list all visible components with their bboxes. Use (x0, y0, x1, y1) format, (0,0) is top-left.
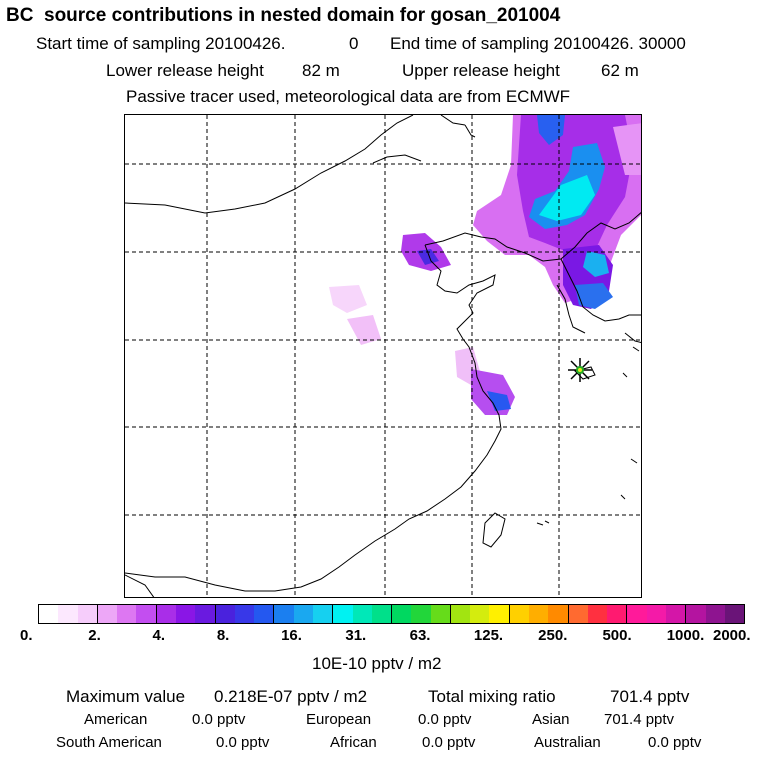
lower-release-value: 82 m (302, 61, 340, 80)
shanghai-blob-core (487, 391, 511, 411)
region-name: Asian (532, 711, 570, 728)
colorbar-segment (333, 605, 353, 623)
colorbar-segment (509, 605, 530, 623)
region-value: 0.0 pptv (418, 711, 472, 728)
colorbar-segment (489, 605, 510, 623)
colorbar-tick-label: 8. (216, 627, 230, 644)
max-value-label: Maximum value (66, 687, 186, 706)
total-mixing-value: 701.4 pptv (610, 687, 690, 706)
colorbar-tick-label: 4. (152, 627, 166, 644)
region-name: European (306, 711, 372, 728)
colorbar-segment (77, 605, 98, 623)
region-value: 0.0 pptv (216, 734, 270, 751)
colorbar-segment (254, 605, 275, 623)
colorbar-segment (156, 605, 176, 623)
korea-blob-core (583, 251, 609, 277)
colorbar-segment (646, 605, 666, 623)
korea-blob-south (575, 283, 613, 309)
colorbar-tick-label: 2. (88, 627, 101, 644)
colorbar-segment (293, 605, 313, 623)
colorbar-tick-label: 2000. (713, 627, 751, 644)
colorbar-segment (607, 605, 628, 623)
colorbar-segment (450, 605, 471, 623)
colorbar-segment (666, 605, 687, 623)
colorbar-segment (430, 605, 451, 623)
max-value: 0.218E-07 pptv / m2 (214, 687, 368, 706)
region-name: African (330, 734, 377, 751)
lat-lon-grid (125, 115, 641, 597)
region-value: 0.0 pptv (648, 734, 702, 751)
colorbar-segment (686, 605, 706, 623)
colorbar-unit: 10E-10 pptv / m2 (312, 654, 442, 673)
concentration-field (329, 115, 641, 415)
colorbar-segment (215, 605, 235, 623)
region-value: 0.0 pptv (192, 711, 246, 728)
colorbar-segment (97, 605, 118, 623)
map-panel (124, 114, 642, 598)
colorbar-tick-label: 125. (473, 627, 504, 644)
colorbar-segment (587, 605, 608, 623)
beijing-blob-core (417, 249, 439, 265)
plume-right (613, 123, 641, 175)
colorbar-segment (175, 605, 196, 623)
colorbar-segment (411, 605, 431, 623)
colorbar-segment (312, 605, 334, 623)
start-time-value: 0 (349, 34, 359, 53)
end-time-label: End time of sampling 20100426. 30000 (390, 34, 686, 53)
colorbar-segment (724, 605, 745, 623)
colorbar (38, 604, 745, 624)
region-value: 0.0 pptv (422, 734, 476, 751)
region-name: American (84, 711, 148, 728)
region-name: South American (56, 734, 162, 751)
colorbar-segment (352, 605, 372, 623)
colorbar-segment (195, 605, 216, 623)
colorbar-segment (117, 605, 137, 623)
tracer-note: Passive tracer used, meteorological data… (126, 87, 571, 106)
plume-inner (537, 115, 565, 145)
colorbar-segment (39, 605, 59, 623)
coastlines (125, 115, 641, 597)
lower-release-label: Lower release height (106, 61, 264, 80)
colorbar-segment (627, 605, 647, 623)
colorbar-segment (568, 605, 588, 623)
colorbar-segment (705, 605, 725, 623)
colorbar-tick-label: 0. (20, 627, 33, 644)
colorbar-segment (234, 605, 255, 623)
colorbar-segment (470, 605, 490, 623)
colorbar-segment (136, 605, 157, 623)
inland-faint-1 (329, 285, 367, 313)
colorbar-segment (371, 605, 393, 623)
colorbar-segment (392, 605, 412, 623)
colorbar-tick-label: 63. (409, 627, 431, 644)
colorbar-segment (274, 605, 294, 623)
plot-title: BC source contributions in nested domain… (6, 5, 561, 26)
colorbar-tick-label: 16. (281, 627, 302, 644)
upper-release-value: 62 m (601, 61, 639, 80)
receptor-star-icon (568, 358, 592, 382)
colorbar-segment (529, 605, 549, 623)
colorbar-tick-label: 250. (538, 627, 568, 644)
upper-release-label: Upper release height (402, 61, 560, 80)
colorbar-segment (58, 605, 78, 623)
map-canvas (125, 115, 641, 597)
start-time-label: Start time of sampling 20100426. (36, 34, 286, 53)
region-name: Australian (534, 734, 601, 751)
colorbar-tick-label: 31. (345, 627, 367, 644)
total-mixing-label: Total mixing ratio (428, 687, 556, 706)
colorbar-tick-label: 1000. (666, 627, 705, 644)
region-value: 701.4 pptv (604, 711, 675, 728)
colorbar-segment (548, 605, 569, 623)
plume-core-2 (539, 175, 595, 221)
inland-faint-2 (347, 315, 381, 345)
colorbar-tick-label: 500. (602, 627, 632, 644)
